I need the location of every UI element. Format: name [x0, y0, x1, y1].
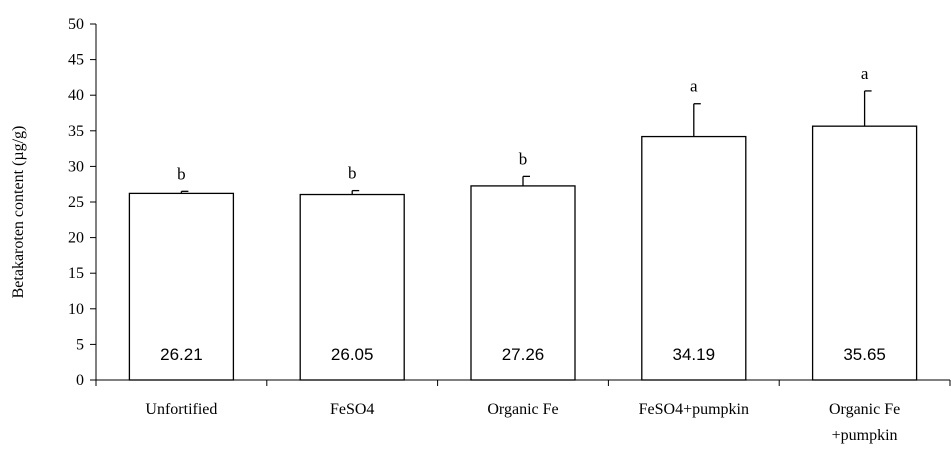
- category-label-line: Organic Fe: [829, 401, 900, 418]
- y-tick-label: 35: [68, 123, 84, 140]
- y-tick-label: 45: [68, 52, 84, 69]
- value-label: 26.21: [160, 345, 203, 364]
- category-label-line: FeSO4+pumpkin: [639, 401, 749, 418]
- significance-label: a: [690, 77, 698, 96]
- y-tick-label: 20: [68, 230, 84, 247]
- significance-label: b: [177, 164, 186, 183]
- category-label: Organic Fe: [487, 401, 558, 418]
- bar: [641, 135, 747, 381]
- bar: [128, 192, 235, 381]
- significance-label: a: [861, 64, 869, 83]
- y-tick-label: 0: [76, 372, 84, 389]
- bar: [470, 185, 576, 381]
- bars: [128, 90, 918, 381]
- y-tick-label: 5: [76, 336, 84, 353]
- bar: [811, 125, 918, 381]
- value-label: 27.26: [502, 345, 545, 364]
- category-label-line: Organic Fe: [487, 401, 558, 418]
- y-tick-label: 30: [68, 158, 84, 175]
- category-label: Unfortified: [145, 401, 217, 418]
- value-label: 35.65: [843, 345, 886, 364]
- category-label-line: +pumpkin: [832, 427, 898, 444]
- axes: 0 5 10 15 20 25 30 35 40 45 50: [68, 16, 951, 389]
- category-label: FeSO4: [330, 401, 374, 418]
- category-label-line: Unfortified: [145, 401, 217, 418]
- category-label-line: FeSO4: [330, 401, 374, 418]
- y-tick-label: 10: [68, 301, 84, 318]
- significance-label: b: [348, 164, 357, 183]
- value-label: 34.19: [673, 345, 716, 364]
- category-label: FeSO4+pumpkin: [639, 401, 749, 418]
- category-label: Organic Fe +pumpkin: [829, 401, 900, 444]
- value-label: 26.05: [331, 345, 374, 364]
- y-axis-label: Betakaroten content (µg/g): [10, 126, 27, 299]
- y-tick-label: 25: [68, 194, 84, 211]
- significance-label: b: [519, 149, 528, 168]
- y-tick-label: 40: [68, 87, 84, 104]
- y-tick-label: 50: [68, 16, 84, 33]
- y-tick-label: 15: [68, 265, 84, 282]
- labels: b 26.21 Unfortified b 26.05 FeSO4 b 27.26 Organi…: [145, 64, 900, 444]
